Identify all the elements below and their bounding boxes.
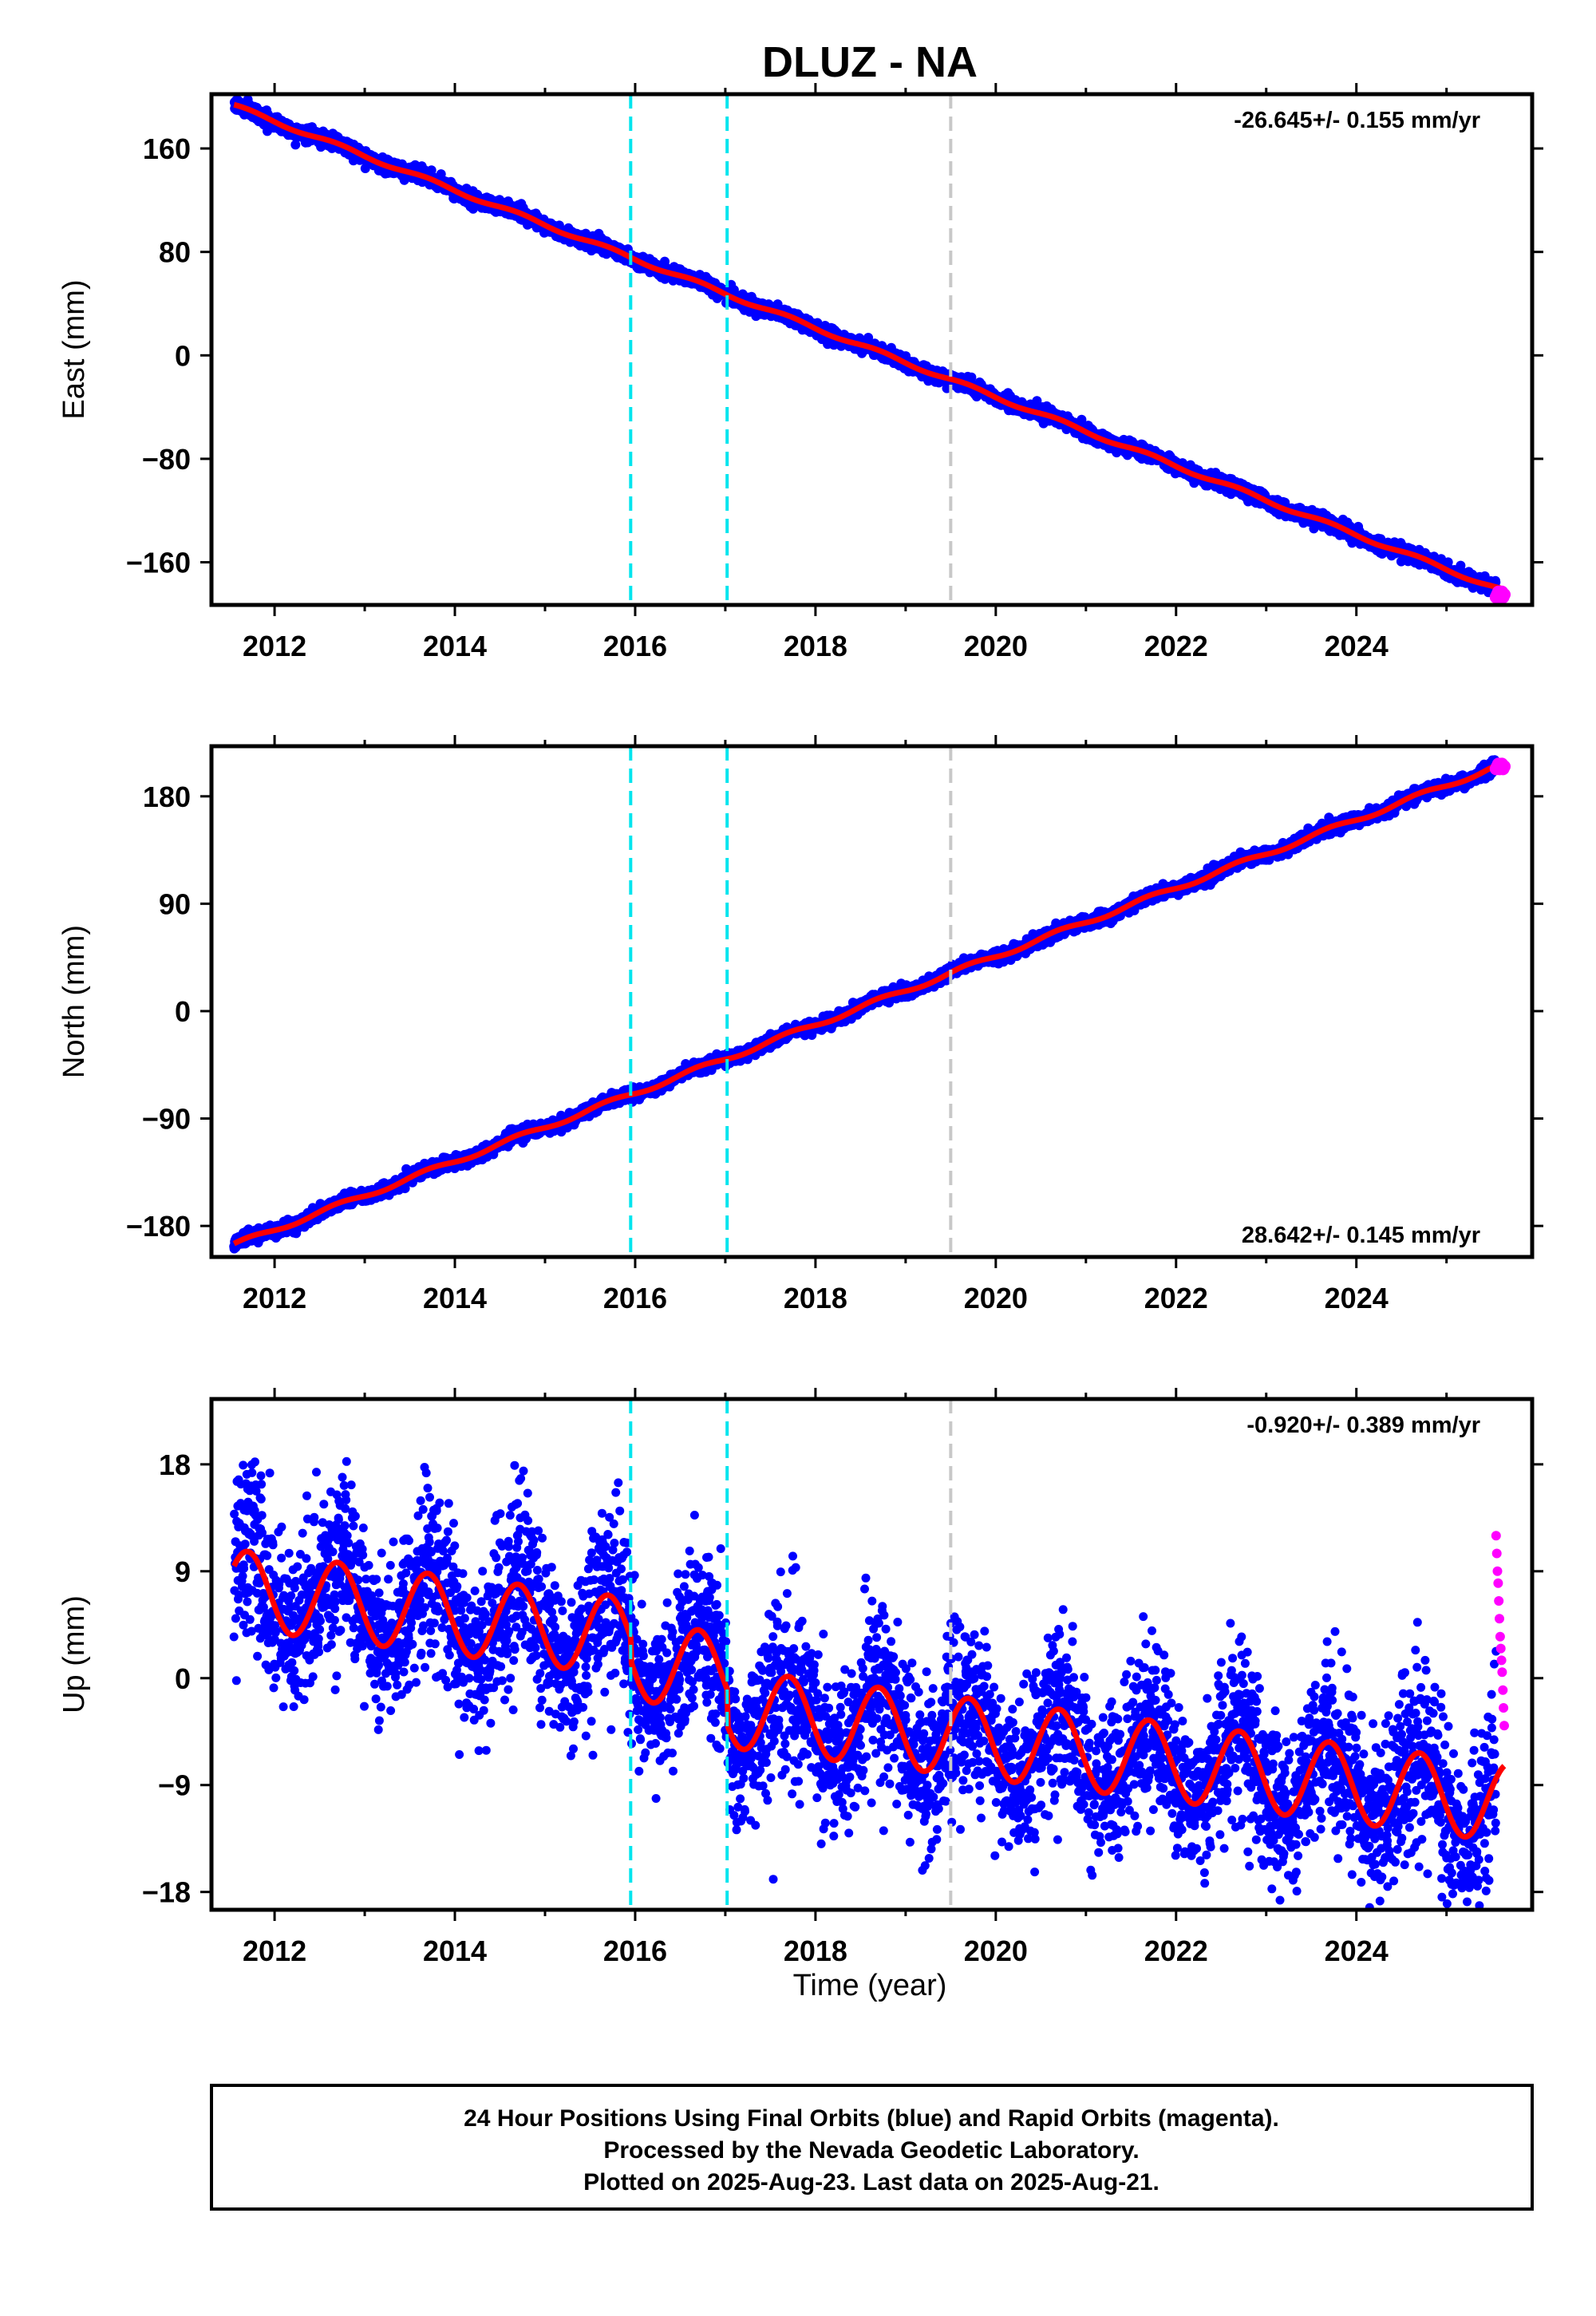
x-tick-label: 2012	[243, 630, 306, 662]
y-tick-label: −160	[126, 547, 191, 579]
x-tick-label: 2014	[423, 630, 487, 662]
data-point	[1032, 396, 1042, 406]
rapid-point	[1498, 588, 1511, 601]
panel-0: 2012 2014 2016 2018 2020 2022 2024 160 80 0 −80 −16…	[57, 83, 1543, 662]
x-tick-label: 2020	[964, 630, 1028, 662]
data-point	[966, 372, 977, 382]
y-axis-label: East (mm)	[57, 279, 91, 419]
data-point	[1077, 414, 1087, 425]
rate-annotation: -26.645+/- 0.155 mm/yr	[1234, 108, 1480, 133]
x-tick-label: 2018	[784, 630, 847, 662]
y-tick-label: 80	[159, 236, 191, 269]
plot-area	[229, 746, 1511, 1257]
y-tick-label: 0	[175, 339, 191, 372]
x-tick-label: 2022	[1144, 630, 1208, 662]
panel-1: 2012 2014 2016 2018 2020 2022 2024180900−90−18…	[57, 735, 1543, 1314]
data-point	[290, 140, 301, 150]
panels: 2012 2014 2016 2018 2020 2022 2024 160 80 0 −80 −16…	[57, 83, 1543, 1967]
y-tick-label: 160	[143, 132, 191, 165]
x-tick-label: 2024	[1325, 630, 1389, 662]
plot-area	[229, 94, 1511, 605]
x-tick-label: 2016	[603, 630, 667, 662]
y-tick-label: −80	[142, 443, 191, 476]
data-point	[863, 333, 874, 342]
model-fit-line	[233, 101, 1506, 592]
chart-title: DLUZ - NA	[762, 38, 978, 86]
